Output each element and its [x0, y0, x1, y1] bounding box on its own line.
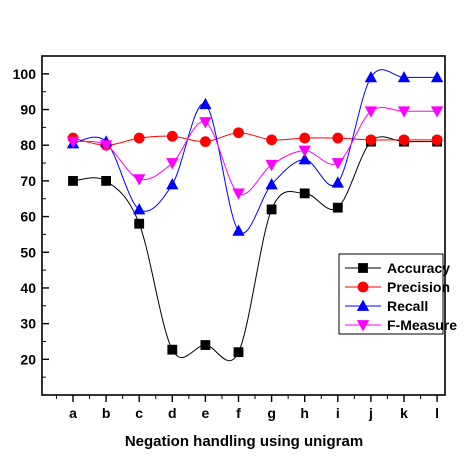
data-point-precision: [365, 134, 377, 146]
data-point-recall: [331, 176, 344, 188]
legend-marker-precision: [357, 281, 369, 293]
data-point-precision: [199, 136, 211, 148]
y-tick-label: 70: [20, 173, 36, 189]
y-tick-label: 90: [20, 102, 36, 118]
data-point-accuracy: [134, 218, 145, 229]
x-axis: a b c d e f g h i j k l: [55, 395, 439, 421]
y-tick-label: 50: [20, 244, 36, 260]
x-tick-label: b: [102, 405, 111, 421]
legend-marker-accuracy: [358, 263, 368, 273]
data-point-recall: [199, 97, 212, 110]
data-point-f-measure: [166, 158, 179, 170]
y-tick-label: 60: [20, 209, 36, 225]
y-axis: 20 30 40 50 60 70 80 90 100: [13, 55, 49, 378]
data-point-f-measure: [397, 106, 411, 118]
legend: Accuracy Precision Recall F-Measure: [338, 253, 457, 335]
data-point-accuracy: [332, 202, 343, 213]
data-point-precision: [332, 132, 344, 144]
data-point-f-measure: [66, 136, 80, 148]
data-point-f-measure: [430, 106, 444, 118]
x-tick-label: k: [400, 405, 408, 421]
data-point-f-measure: [232, 188, 245, 200]
data-point-recall: [364, 71, 378, 83]
data-point-accuracy: [68, 175, 78, 186]
data-point-f-measure: [298, 145, 311, 157]
data-point-recall: [397, 71, 411, 83]
legend-marker-recall: [356, 299, 370, 311]
y-tick-label: 30: [20, 316, 36, 332]
x-tick-label: i: [336, 405, 340, 421]
data-point-recall: [133, 203, 146, 215]
data-point-accuracy: [101, 175, 111, 186]
x-tick-label: h: [300, 405, 309, 421]
legend-label-accuracy: Accuracy: [387, 260, 450, 276]
data-point-f-measure: [331, 158, 344, 170]
y-tick-label: 100: [13, 66, 37, 82]
series-line-f-measure: [72, 107, 438, 195]
data-point-recall: [298, 153, 311, 165]
series-line-precision: [72, 132, 438, 146]
y-tick-label: 80: [20, 137, 36, 153]
data-point-recall: [232, 224, 245, 236]
data-point-accuracy: [167, 344, 178, 355]
y-tick-label: 20: [20, 351, 36, 367]
data-point-precision: [299, 132, 311, 144]
data-point-f-measure: [99, 140, 113, 152]
data-point-precision: [431, 134, 443, 146]
legend-marker-f-measure: [356, 320, 370, 332]
data-point-precision: [266, 134, 278, 146]
series-markers: [66, 71, 444, 358]
y-tick-label: 40: [20, 280, 36, 296]
data-point-recall: [166, 178, 179, 190]
data-point-f-measure: [364, 106, 378, 118]
data-point-recall: [265, 178, 278, 190]
x-tick-label: f: [236, 405, 241, 421]
data-point-f-measure: [199, 117, 212, 129]
data-point-precision: [133, 132, 145, 144]
x-tick-label: j: [368, 405, 373, 421]
x-tick-label: l: [435, 405, 439, 421]
data-point-accuracy: [299, 188, 310, 199]
legend-label-precision: Precision: [387, 279, 450, 295]
data-point-precision: [166, 130, 178, 142]
x-tick-label: g: [267, 405, 276, 421]
data-point-accuracy: [233, 347, 244, 358]
data-point-precision: [233, 127, 244, 139]
data-point-recall: [430, 71, 444, 83]
legend-label-recall: Recall: [387, 298, 428, 314]
legend-label-f-measure: F-Measure: [387, 317, 457, 333]
data-point-precision: [398, 134, 410, 146]
legend-box: [338, 253, 444, 335]
x-tick-label: c: [135, 405, 143, 421]
x-tick-label: e: [202, 405, 210, 421]
data-point-f-measure: [133, 174, 146, 186]
series-line-recall: [72, 69, 438, 234]
data-point-accuracy: [200, 340, 211, 350]
plot-frame: [41, 55, 446, 396]
x-tick-label: a: [69, 405, 77, 421]
data-point-accuracy: [266, 204, 277, 215]
data-point-f-measure: [265, 159, 278, 172]
x-tick-label: d: [168, 405, 177, 421]
x-axis-title: Negation handling using unigram: [125, 433, 363, 450]
